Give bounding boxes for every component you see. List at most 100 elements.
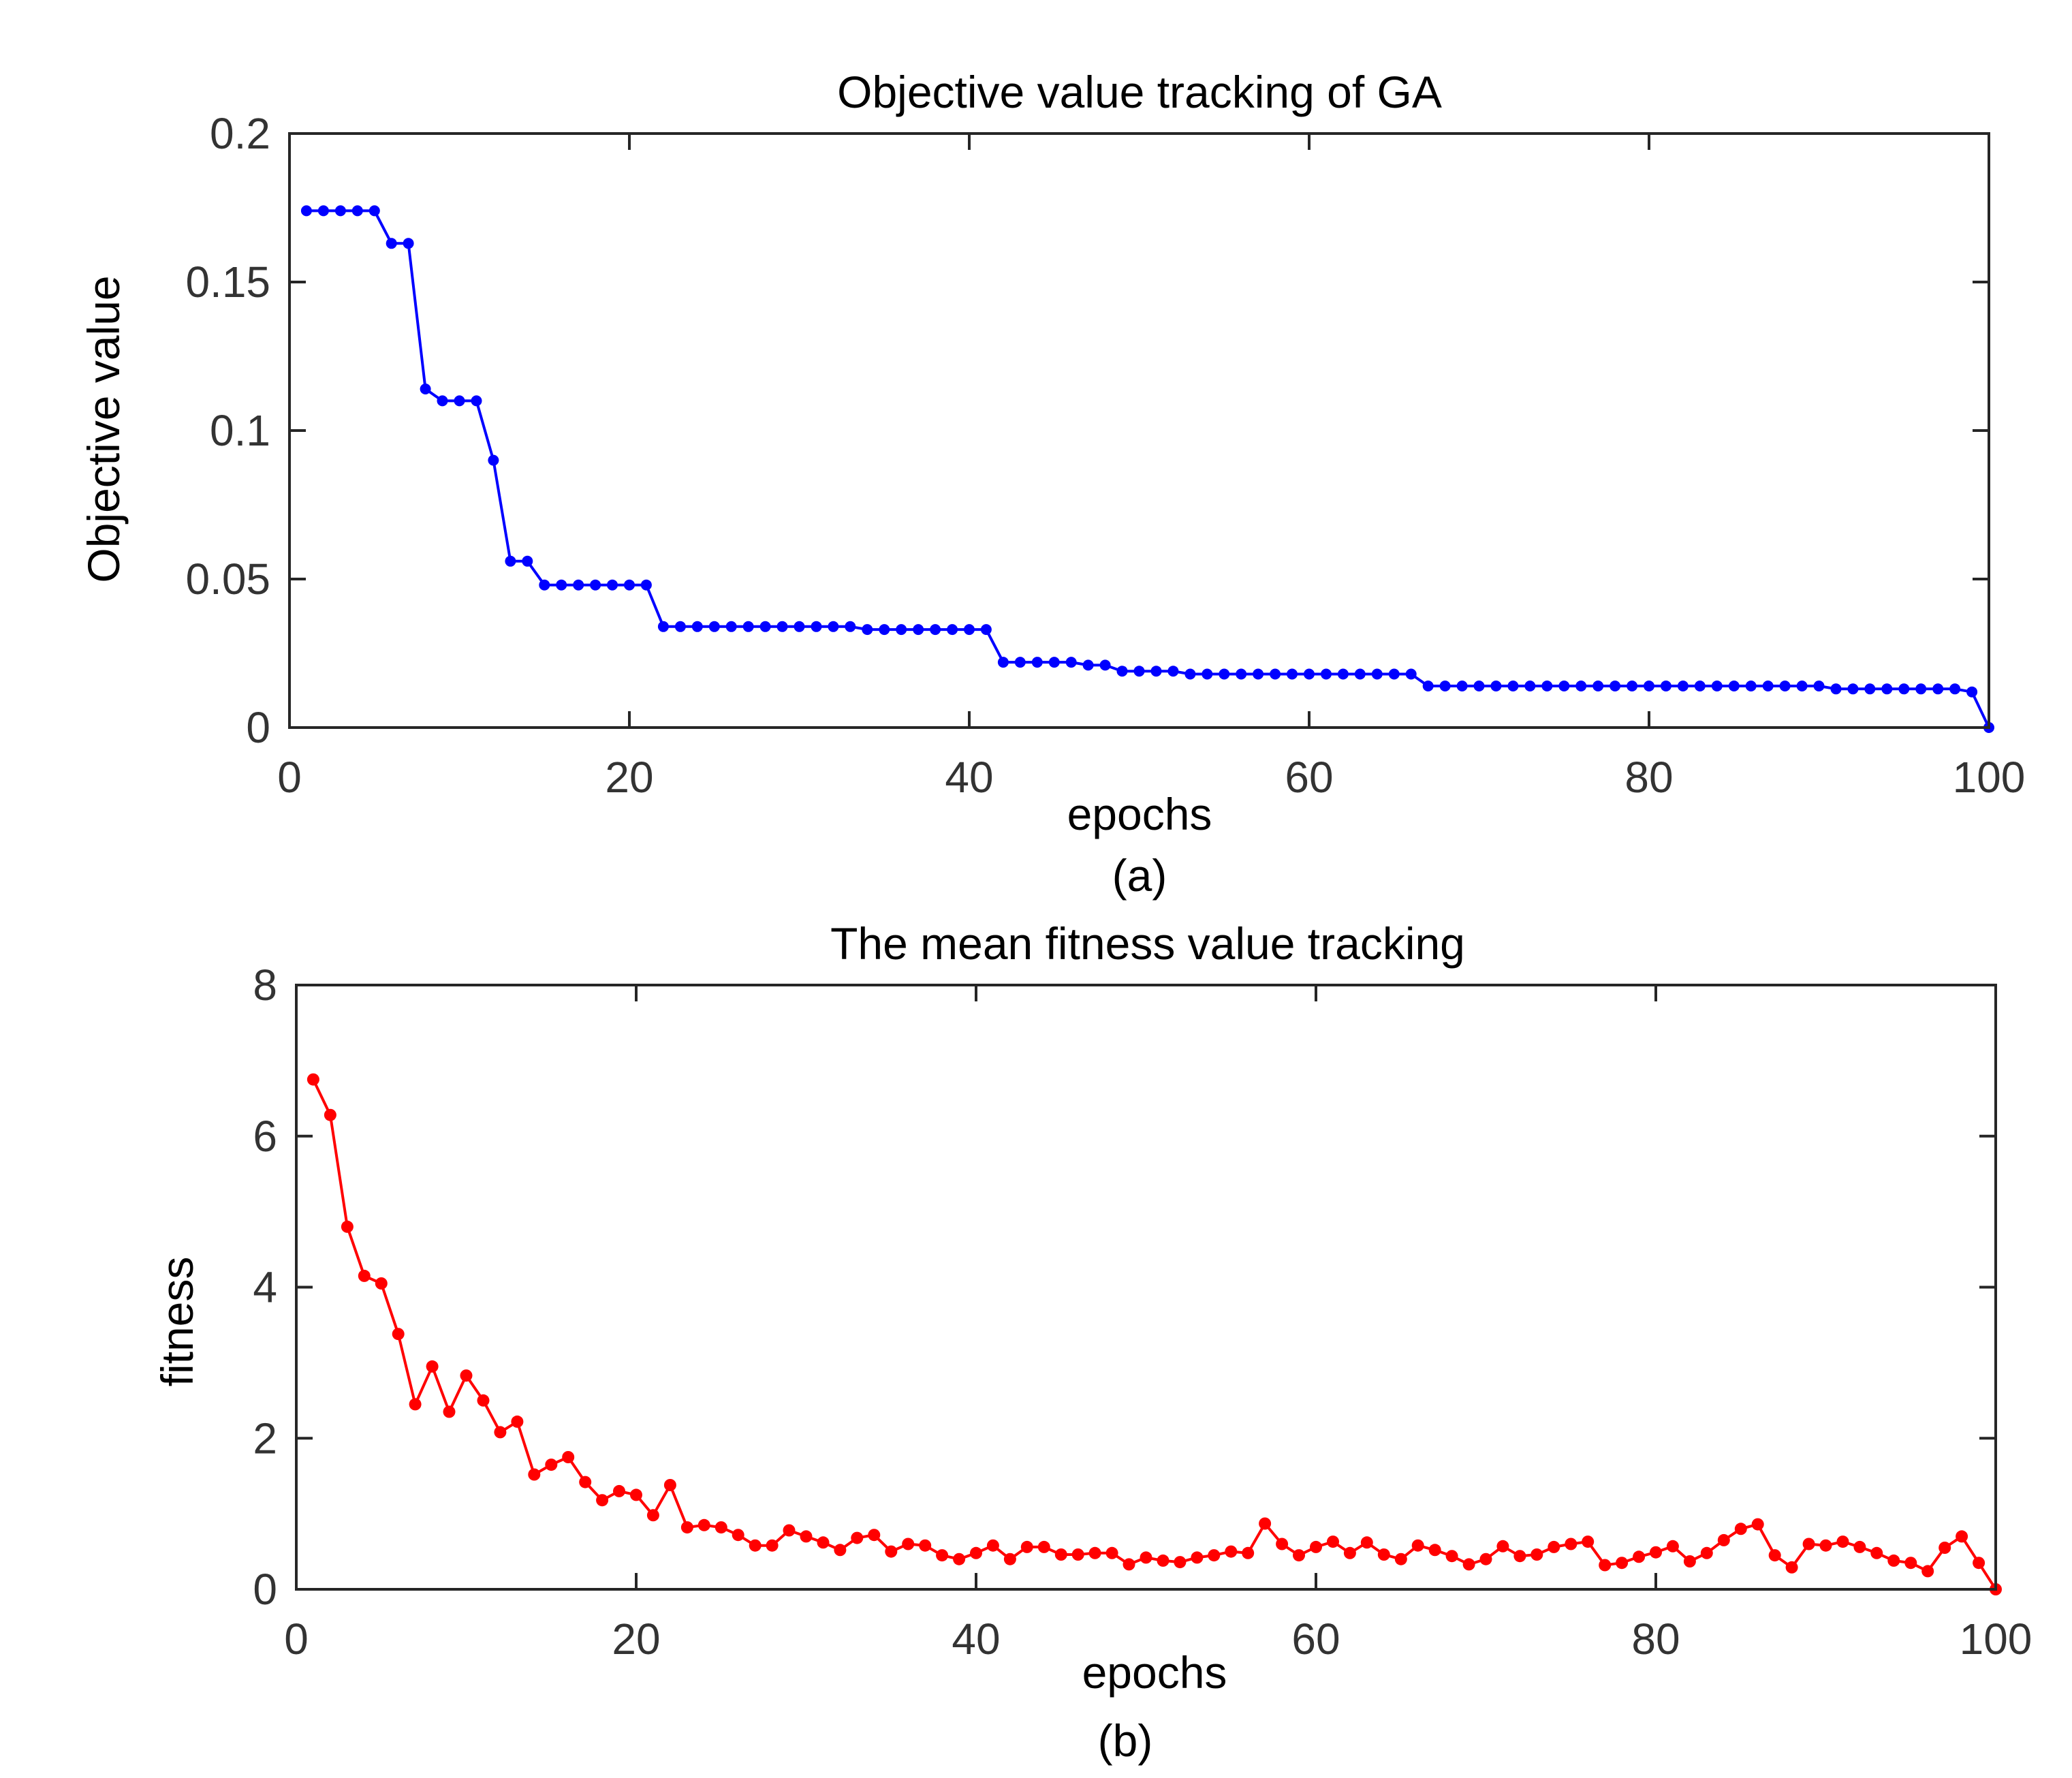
panel-a-data-point (607, 579, 618, 591)
panel-a-data-point (845, 621, 856, 632)
panel-a-data-point (1694, 681, 1706, 691)
panel-a-caption: (a) (1112, 850, 1167, 901)
panel-a-data-point (1422, 681, 1434, 691)
panel-b-data-point (1548, 1540, 1560, 1553)
panel-b-data-point (1088, 1546, 1101, 1559)
panel-a-data-point (624, 579, 635, 591)
panel-b-y-tick-label: 0 (253, 1565, 277, 1614)
panel-b-data-point (1208, 1549, 1221, 1562)
panel-a-objective-chart: Objective value tracking of GA 0 20 40 60 80… (78, 67, 2025, 901)
panel-b-y-tick-label: 6 (253, 1112, 277, 1161)
panel-a-data-point (1541, 681, 1553, 691)
panel-a-data-point (317, 205, 329, 217)
panel-a-data-point (1949, 683, 1961, 695)
panel-a-data-point (1847, 683, 1859, 695)
panel-b-axes-frame (295, 984, 1997, 1591)
panel-b-data-point (1887, 1554, 1900, 1567)
panel-b-data-point (1411, 1539, 1424, 1552)
panel-a-data-point (1779, 681, 1791, 691)
panel-a-data-point (471, 395, 482, 407)
panel-b-data-point (1870, 1546, 1883, 1559)
panel-b-data-point (732, 1529, 744, 1542)
panel-b-x-tick-label: 20 (612, 1615, 660, 1664)
panel-a-data-point (1048, 657, 1060, 668)
panel-b-data-point (1225, 1545, 1238, 1558)
panel-b-data-point (1276, 1538, 1289, 1550)
panel-a-x-tick-label: 40 (945, 753, 993, 802)
panel-b-data-point (697, 1518, 710, 1531)
panel-b-data-point (1513, 1550, 1526, 1563)
panel-a-data-point (947, 624, 958, 636)
panel-a-data-point (351, 205, 363, 217)
panel-b-data-point (1394, 1553, 1407, 1565)
panel-a-data-point (1354, 668, 1366, 680)
panel-b-data-point (460, 1369, 473, 1382)
panel-a-data-point (776, 621, 788, 632)
panel-b-data-point (646, 1509, 659, 1522)
panel-b-data-point (1904, 1557, 1917, 1570)
panel-b-x-tick-label: 80 (1631, 1615, 1680, 1664)
panel-a-data-point (913, 624, 924, 636)
panel-b-data-point (1174, 1556, 1187, 1569)
panel-b-data-point (1717, 1533, 1730, 1546)
panel-a-data-point (930, 624, 941, 636)
panel-a-data-point (640, 579, 652, 591)
panel-b-data-point (443, 1405, 456, 1418)
panel-b-data-point (1242, 1546, 1255, 1559)
panel-b-data-point (1140, 1551, 1152, 1564)
panel-a-data-point (1065, 657, 1077, 668)
panel-a-x-axis-label: epochs (1067, 789, 1212, 839)
panel-a-data-point (997, 657, 1009, 668)
panel-b-data-point (426, 1360, 439, 1373)
panel-b-data-point (1582, 1535, 1595, 1548)
panel-a-data-point (1932, 683, 1944, 695)
panel-a-y-tick-label: 0.05 (185, 555, 270, 604)
panel-a-data-point (556, 579, 567, 591)
panel-a-data-point (1082, 659, 1094, 671)
panel-a-y-tick-label: 0.2 (210, 109, 270, 158)
panel-a-data-point (1762, 681, 1774, 691)
panel-a-data-point (454, 395, 465, 407)
panel-a-data-point (1388, 668, 1400, 680)
panel-a-data-point (505, 555, 516, 567)
panel-b-x-tick-label: 40 (952, 1615, 1000, 1664)
panel-b-data-point (1802, 1538, 1815, 1550)
panel-b-data-point (1343, 1546, 1356, 1559)
panel-a-data-point (1915, 683, 1927, 695)
panel-b-data-point (1157, 1554, 1170, 1567)
panel-a-data-point (759, 621, 771, 632)
panel-a-data-point (1592, 681, 1604, 691)
panel-b-data-point (1599, 1559, 1612, 1572)
panel-a-data-point (590, 579, 601, 591)
panel-b-data-point (936, 1549, 949, 1562)
panel-b-data-point (663, 1479, 676, 1491)
panel-a-data-point (1270, 668, 1281, 680)
panel-b-data-point (715, 1521, 727, 1534)
panel-a-data-point (964, 624, 975, 636)
panel-a-data-point (1796, 681, 1808, 691)
panel-b-data-point (1633, 1550, 1646, 1563)
panel-a-data-point (1627, 681, 1638, 691)
panel-a-data-point (1405, 668, 1417, 680)
panel-b-data-point (1191, 1551, 1204, 1564)
panel-b-data-point (511, 1415, 524, 1428)
panel-a-data-point (811, 621, 822, 632)
panel-a-data-point (1507, 681, 1519, 691)
panel-a-data-point (403, 238, 414, 249)
panel-b-data-point (1836, 1535, 1849, 1548)
panel-a-data-point (368, 205, 380, 217)
panel-b-data-point (1259, 1517, 1272, 1530)
panel-b-data-point (1037, 1540, 1050, 1553)
panel-a-data-point (1236, 668, 1247, 680)
panel-a-data-point (794, 621, 805, 632)
panel-a-data-point (1116, 666, 1128, 677)
panel-b-data-point (1751, 1518, 1764, 1531)
panel-b-plot-area: 0 20 40 60 80 100 0 2 4 6 8 (253, 961, 2032, 1664)
panel-b-data-point (1768, 1549, 1781, 1562)
panel-a-data-point (674, 621, 686, 632)
panel-a-data-point (708, 621, 720, 632)
panel-b-series-line (312, 1078, 1997, 1591)
panel-a-data-point (1253, 668, 1264, 680)
panel-a-data-point (1219, 668, 1230, 680)
